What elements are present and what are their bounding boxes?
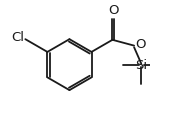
Text: O: O (136, 38, 146, 51)
Text: O: O (108, 4, 119, 17)
Text: Si: Si (135, 59, 147, 72)
Text: Cl: Cl (11, 31, 24, 44)
